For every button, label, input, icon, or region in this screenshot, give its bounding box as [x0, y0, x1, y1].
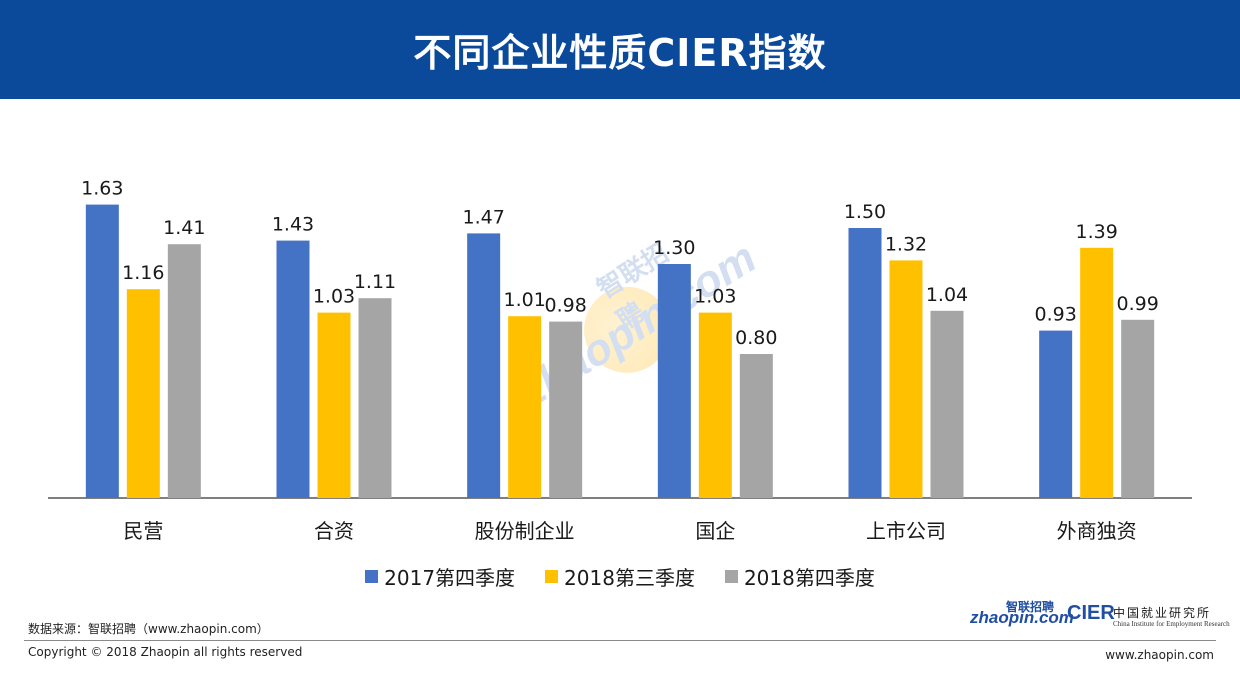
legend-swatch-0	[365, 570, 379, 583]
data-label-0-1: 1.16	[122, 262, 164, 284]
bar-2-0	[467, 233, 501, 498]
bar-0-0	[85, 204, 119, 498]
bar-4-1	[889, 260, 923, 498]
bar-4-0	[848, 228, 882, 498]
data-label-4-2: 1.04	[926, 284, 968, 306]
legend-swatch-2	[724, 570, 738, 583]
page-title: 不同企业性质CIER指数	[413, 31, 827, 75]
data-label-2-1: 1.01	[504, 289, 546, 311]
bar-5-0	[1039, 330, 1073, 498]
data-source: 数据来源：智联招聘（www.zhaopin.com）	[28, 622, 269, 636]
bar-0-2	[167, 244, 201, 498]
cier-logo-main: CIER	[1067, 602, 1115, 624]
chart-legend: 2017第四季度 2018第三季度 2018第四季度	[0, 562, 1240, 591]
zhaopin-logo: 智联招聘 zhaopin.com	[970, 598, 1074, 628]
data-label-4-1: 1.32	[885, 233, 927, 255]
bar-1-2	[358, 298, 392, 498]
legend-label-2: 2018第四季度	[743, 566, 875, 590]
data-label-3-2: 0.80	[735, 327, 777, 349]
legend-label-1: 2018第三季度	[564, 566, 695, 590]
data-label-2-0: 1.47	[463, 206, 505, 228]
legend-item-2: 2018第四季度	[724, 562, 875, 591]
category-label-4: 上市公司	[866, 519, 946, 543]
legend-swatch-1	[545, 570, 559, 583]
bar-2-1	[508, 316, 542, 498]
cier-logo-en: China Institute for Employment Research	[1113, 620, 1230, 628]
legend-label-0: 2017第四季度	[384, 566, 516, 590]
data-label-5-0: 0.93	[1035, 304, 1077, 326]
cier-logo-cn: 中国就业研究所	[1113, 606, 1212, 620]
footer-divider	[24, 640, 1216, 641]
bar-2-2	[549, 321, 583, 498]
zhaopin-logo-cn: 智联招聘	[1006, 600, 1055, 614]
data-label-4-0: 1.50	[844, 201, 886, 223]
zhaopin-logo-main: zhaopin.com	[970, 608, 1074, 627]
cier-logo: CIER 中国就业研究所 China Institute for Employm…	[1067, 602, 1230, 632]
copyright-text: Copyright © 2018 Zhaopin all rights rese…	[28, 645, 303, 659]
bar-3-0	[657, 264, 691, 498]
legend-item-0: 2017第四季度	[365, 562, 515, 591]
bar-chart: 1.631.161.41民营1.431.031.11合资1.471.010.98…	[48, 178, 1192, 543]
category-label-5: 外商独资	[1057, 519, 1137, 543]
legend-item-1: 2018第三季度	[545, 562, 695, 591]
data-label-0-2: 1.41	[163, 217, 205, 239]
category-label-2: 股份制企业	[475, 519, 575, 543]
data-label-3-0: 1.30	[653, 237, 695, 259]
data-label-3-1: 1.03	[694, 286, 736, 308]
category-label-3: 国企	[695, 519, 735, 543]
bar-3-1	[698, 312, 732, 498]
data-label-1-0: 1.43	[272, 214, 314, 236]
site-url: www.zhaopin.com	[1105, 648, 1214, 662]
data-label-5-2: 0.99	[1117, 293, 1159, 315]
data-label-2-2: 0.98	[545, 295, 587, 317]
data-label-1-1: 1.03	[313, 286, 355, 308]
category-label-0: 民营	[123, 519, 163, 543]
bar-5-1	[1080, 247, 1114, 498]
data-label-1-2: 1.11	[354, 271, 396, 293]
bar-4-2	[930, 310, 964, 498]
bar-5-2	[1121, 319, 1155, 498]
data-label-5-1: 1.39	[1076, 221, 1118, 243]
category-label-1: 合资	[314, 519, 354, 543]
bar-0-1	[126, 289, 160, 498]
title-banner: 不同企业性质CIER指数	[0, 0, 1240, 99]
bar-3-2	[739, 354, 773, 498]
bar-1-0	[276, 240, 310, 498]
data-label-0-0: 1.63	[81, 178, 123, 200]
bar-1-1	[317, 312, 351, 498]
